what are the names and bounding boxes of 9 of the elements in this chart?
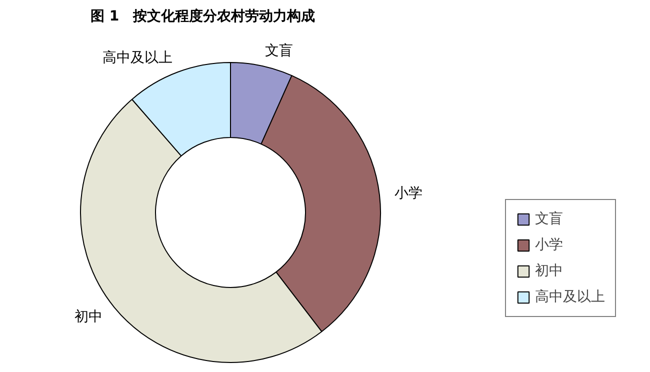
slice-label: 文盲	[264, 42, 293, 60]
slice-label: 高中及以上	[102, 50, 173, 66]
chart-title: 图 1 按文化程度分农村劳动力构成	[90, 8, 316, 24]
slice-label: 小学	[394, 185, 422, 202]
legend-label: 文盲	[535, 210, 563, 228]
slice-label: 初中	[74, 308, 103, 325]
legend-label: 高中及以上	[535, 288, 605, 306]
legend-label: 初中	[535, 262, 563, 280]
legend-label: 小学	[535, 236, 563, 254]
